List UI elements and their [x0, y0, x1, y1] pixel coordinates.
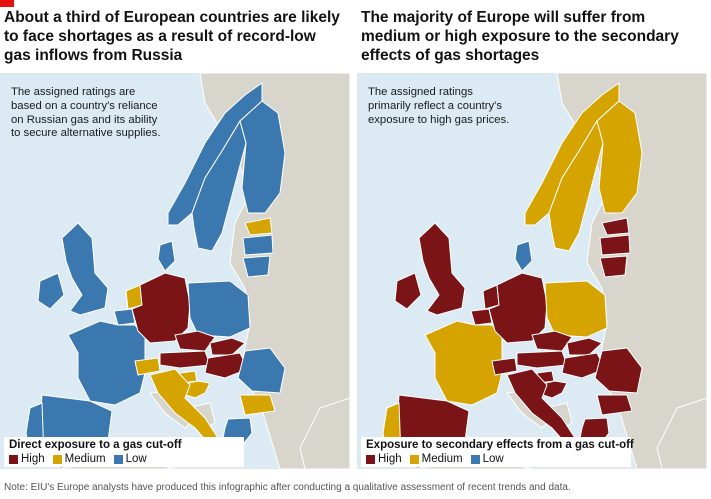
left-country-france	[67, 320, 146, 406]
right-legend-title: Exposure to secondary effects from a gas…	[366, 439, 634, 451]
right-country-poland	[544, 280, 608, 338]
low-swatch	[113, 454, 123, 464]
source-note: Note: EIU's Europe analysts have produce…	[4, 482, 571, 493]
left-background-land	[299, 397, 350, 469]
left-country-romania	[237, 347, 286, 394]
right-legend: Exposure to secondary effects from a gas…	[361, 437, 634, 467]
left-country-finland	[239, 100, 286, 214]
right-note: The assigned ratings primarily reflect a…	[368, 86, 510, 126]
left-country-slovakia	[209, 337, 246, 356]
right-country-hungary	[561, 352, 606, 379]
right-country-ireland	[394, 272, 422, 310]
left-country-switzerland	[134, 357, 161, 376]
right-country-lithuania	[599, 255, 628, 278]
legend-low-label: Low	[125, 453, 147, 465]
high-swatch	[366, 454, 375, 464]
left-legend-title: Direct exposure to a gas cut-off	[9, 439, 182, 451]
right-country-france	[424, 320, 503, 406]
left-map: The assigned ratings are based on a coun…	[0, 73, 350, 469]
left-country-germany	[131, 272, 191, 344]
right-country-bulgaria	[596, 394, 633, 416]
left-country-estonia	[244, 217, 273, 236]
left-country-sweden	[191, 119, 247, 252]
legend-medium-label: Medium	[421, 453, 463, 465]
left-country-hungary	[204, 352, 249, 379]
right-country-latvia	[599, 234, 631, 256]
right-title: The majority of Europe will suffer from …	[361, 9, 679, 64]
left-title: About a third of European countries are …	[4, 9, 340, 64]
left-country-ireland	[37, 272, 65, 310]
left-legend: Direct exposure to a gas cut-off High Me…	[4, 437, 244, 467]
left-country-netherlands	[125, 284, 143, 310]
right-country-sweden	[548, 119, 604, 252]
legend-medium-label: Medium	[64, 453, 106, 465]
left-country-austria	[159, 350, 211, 369]
legend-high-label: High	[21, 453, 45, 465]
right-country-austria	[516, 350, 568, 369]
left-country-latvia	[242, 234, 274, 256]
left-country-uk	[61, 222, 109, 316]
right-country-uk	[418, 222, 466, 316]
right-country-denmark	[514, 240, 533, 272]
brand-tag	[0, 0, 14, 7]
left-country-denmark	[157, 240, 176, 272]
right-map-svg	[382, 73, 707, 469]
left-note: The assigned ratings are based on a coun…	[11, 86, 161, 140]
right-country-switzerland	[491, 357, 518, 376]
legend-high-label: High	[378, 453, 402, 465]
right-country-belgium	[470, 308, 493, 326]
left-country-bulgaria	[239, 394, 276, 416]
legend-low-label: Low	[482, 453, 504, 465]
left-country-lithuania	[242, 255, 271, 278]
right-country-germany	[488, 272, 548, 344]
medium-swatch	[409, 454, 419, 464]
right-country-slovakia	[566, 337, 603, 356]
right-map: The assigned ratings primarily reflect a…	[357, 73, 707, 469]
right-country-romania	[594, 347, 643, 394]
left-country-belgium	[113, 308, 136, 326]
medium-swatch	[52, 454, 62, 464]
right-country-estonia	[601, 217, 630, 236]
high-swatch	[9, 454, 18, 464]
left-country-poland	[187, 280, 251, 338]
right-background-land	[656, 397, 707, 469]
right-country-netherlands	[482, 284, 500, 310]
right-country-finland	[596, 100, 643, 214]
low-swatch	[470, 454, 480, 464]
